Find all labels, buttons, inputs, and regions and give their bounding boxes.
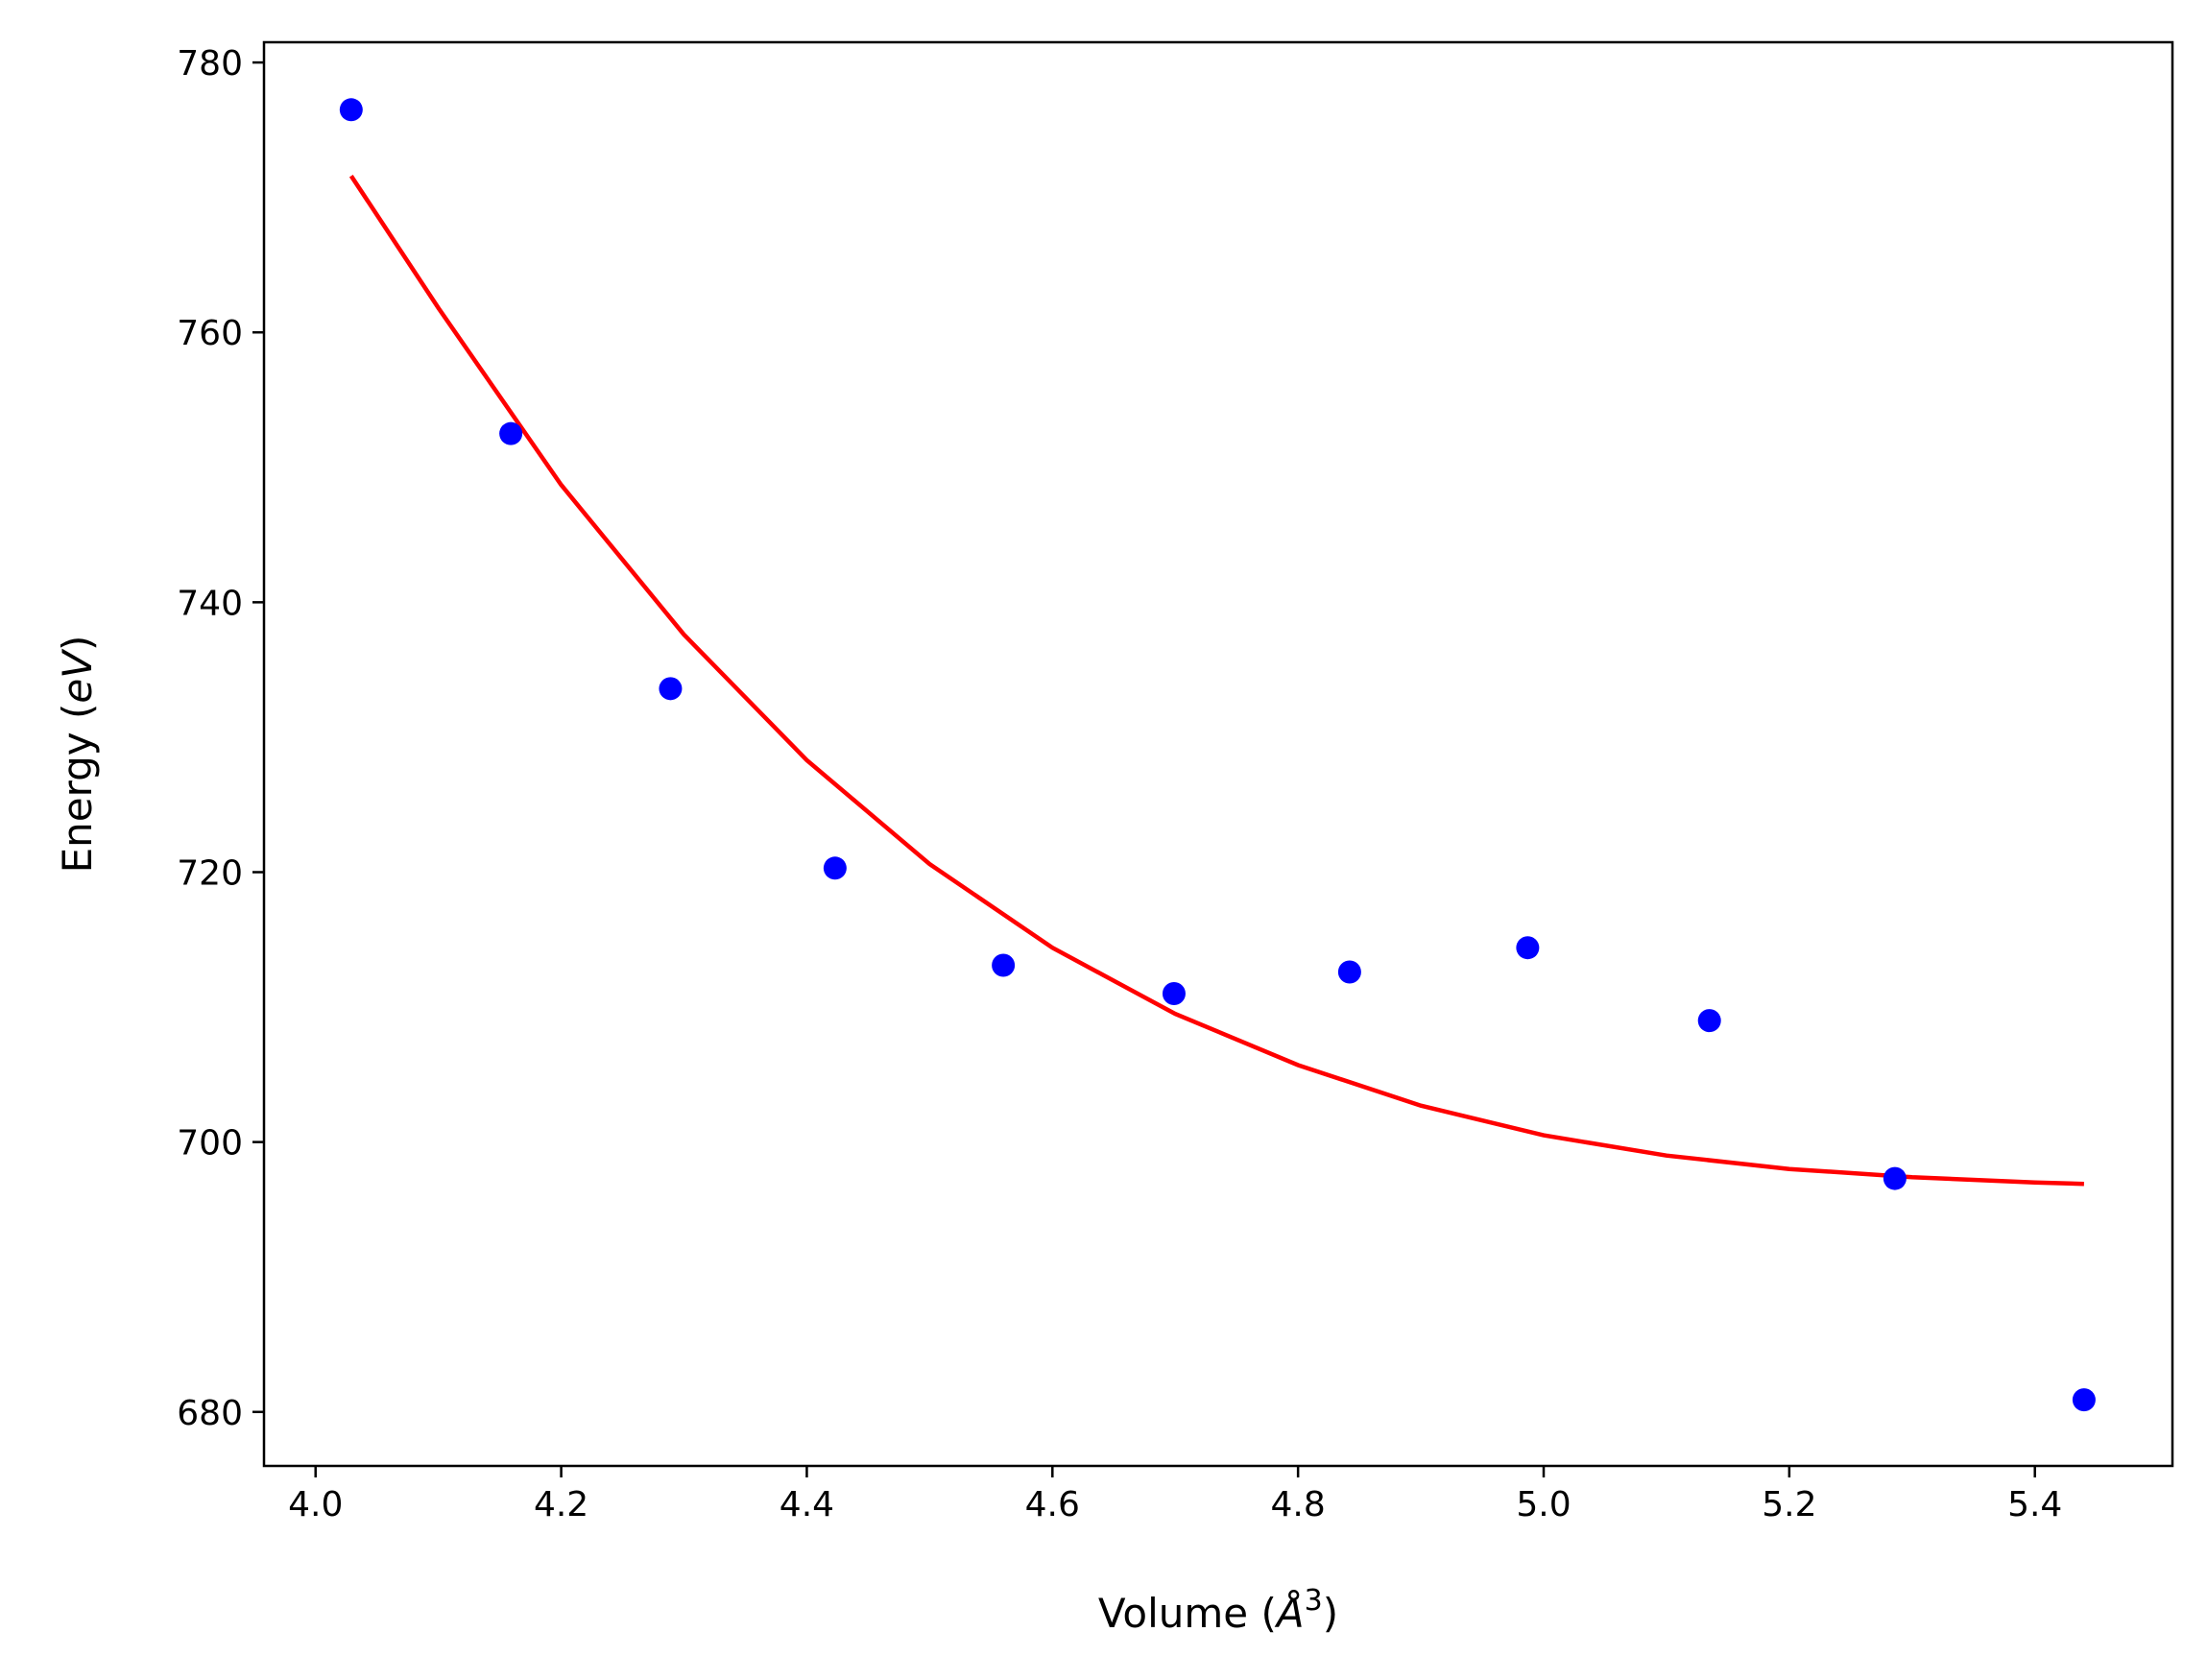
data-point <box>659 677 683 701</box>
data-point <box>2072 1388 2096 1412</box>
y-tick-label: 760 <box>177 314 243 353</box>
x-axis-label-suffix: ) <box>1323 1590 1338 1637</box>
y-tick-label: 740 <box>177 584 243 623</box>
y-tick-label: 720 <box>177 853 243 893</box>
y-axis-label-prefix: Energy ( <box>54 704 101 874</box>
x-tick-label: 5.2 <box>1762 1485 1816 1524</box>
x-axis-label-prefix: Volume ( <box>1098 1590 1277 1637</box>
data-point <box>1337 960 1361 984</box>
y-axis-label-suffix: ) <box>54 636 101 651</box>
x-tick-label: 4.0 <box>288 1485 343 1524</box>
data-point <box>992 953 1016 977</box>
data-point <box>1697 1009 1721 1033</box>
x-axis-label-unit: Å <box>1274 1589 1305 1637</box>
y-tick-label: 680 <box>177 1394 243 1433</box>
x-tick-label: 5.0 <box>1516 1485 1571 1524</box>
data-point <box>1516 936 1540 960</box>
x-tick-label: 4.8 <box>1271 1485 1326 1524</box>
x-axis-label: Volume (Å3) <box>1098 1584 1338 1637</box>
x-tick-label: 5.4 <box>2007 1485 2062 1524</box>
data-point <box>823 856 847 880</box>
y-tick-label: 700 <box>177 1124 243 1164</box>
x-tick-label: 4.4 <box>780 1485 834 1524</box>
x-tick-label: 4.2 <box>534 1485 588 1524</box>
x-tick-label: 4.6 <box>1025 1485 1080 1524</box>
x-axis-ticks: 4.0 4.2 4.4 4.6 4.8 5.0 5.2 5.4 <box>288 1466 2062 1524</box>
y-axis-label-unit: eV <box>54 648 101 704</box>
y-axis-label: Energy (eV) <box>54 636 101 874</box>
data-point <box>1162 982 1186 1006</box>
fit-curve <box>348 174 2084 1187</box>
y-tick-label: 780 <box>177 44 243 84</box>
plot-area <box>339 98 2096 1412</box>
data-point <box>1883 1166 1907 1190</box>
x-axis-label-superscript: 3 <box>1305 1584 1323 1618</box>
data-point <box>339 98 363 122</box>
axes-frame <box>262 40 2174 1468</box>
y-axis-ticks: 680 700 720 740 760 780 <box>177 44 264 1433</box>
data-point <box>499 421 523 445</box>
